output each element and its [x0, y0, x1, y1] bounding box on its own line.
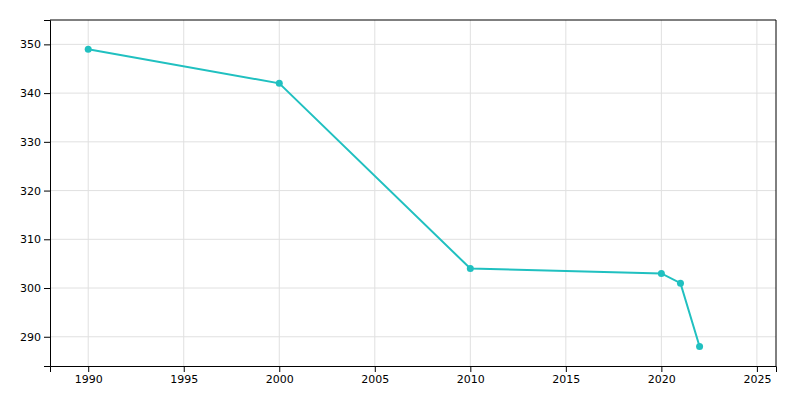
tick-mark — [375, 366, 376, 372]
tick-label: 2000 — [266, 373, 294, 386]
tick: 1995 — [170, 366, 198, 386]
grid-line — [565, 20, 566, 366]
grid — [50, 20, 776, 366]
tick-label: 2010 — [457, 373, 485, 386]
tick-label: 300 — [20, 282, 41, 295]
tick-mark — [88, 366, 89, 372]
tick: 2020 — [648, 366, 676, 386]
grid-line — [50, 141, 776, 142]
point — [467, 265, 474, 272]
tick: 290 — [20, 331, 50, 344]
grid-line — [756, 20, 757, 366]
grid-line — [50, 288, 776, 289]
tick-mark — [661, 366, 662, 372]
point — [658, 270, 665, 277]
y-axis: 290 300 310 320 330 340 350 — [20, 21, 51, 367]
tick-label: 1995 — [170, 373, 198, 386]
tick: 2010 — [457, 366, 485, 386]
grid-line — [50, 190, 776, 191]
tick-mark — [470, 366, 471, 372]
tick-mark — [566, 366, 567, 372]
tick-label: 340 — [20, 87, 41, 100]
tick-mark — [44, 191, 50, 192]
point — [696, 343, 703, 350]
tick-mark — [44, 337, 50, 338]
tick-label: 320 — [20, 185, 41, 198]
tick: 1990 — [75, 366, 103, 386]
grid-line — [50, 336, 776, 337]
tick-label: 2020 — [648, 373, 676, 386]
tick-mark — [279, 366, 280, 372]
tick-label: 2025 — [743, 373, 771, 386]
grid-line — [661, 20, 662, 366]
series — [85, 46, 703, 350]
tick: 2005 — [361, 366, 389, 386]
axis-line — [51, 367, 777, 373]
point — [85, 46, 92, 53]
line — [88, 49, 699, 346]
tick-label: 290 — [20, 331, 41, 344]
tick-mark — [757, 366, 758, 372]
tick-mark — [44, 142, 50, 143]
point — [276, 80, 283, 87]
grid-line — [50, 44, 776, 45]
grid-line — [470, 20, 471, 366]
tick-label: 1990 — [75, 373, 103, 386]
tick-mark — [44, 288, 50, 289]
tick-label: 2015 — [552, 373, 580, 386]
grid-line — [50, 239, 776, 240]
frame — [50, 20, 776, 21]
x-axis: 1990 1995 2000 2005 2010 2015 2020 2025 — [51, 366, 777, 386]
grid-line — [88, 20, 89, 366]
frame — [776, 20, 777, 366]
chart: 1990 1995 2000 2005 2010 2015 2020 2025 290 300 31… — [0, 0, 800, 400]
tick-mark — [44, 93, 50, 94]
grid-line — [183, 20, 184, 366]
point — [677, 280, 684, 287]
grid-line — [374, 20, 375, 366]
grid-line — [279, 20, 280, 366]
tick-label: 350 — [20, 38, 41, 51]
tick-mark — [44, 44, 50, 45]
tick: 320 — [20, 185, 50, 198]
tick: 330 — [20, 136, 50, 149]
tick-label: 2005 — [361, 373, 389, 386]
tick: 2015 — [552, 366, 580, 386]
tick: 2000 — [266, 366, 294, 386]
tick: 350 — [20, 38, 50, 51]
plot: 1990 1995 2000 2005 2010 2015 2020 2025 290 300 31… — [20, 20, 777, 386]
tick: 340 — [20, 87, 50, 100]
axis-line — [44, 21, 51, 367]
tick-mark — [44, 239, 50, 240]
grid-line — [50, 93, 776, 94]
tick-label: 310 — [20, 233, 41, 246]
tick-mark — [184, 366, 185, 372]
tick: 300 — [20, 282, 50, 295]
tick-label: 330 — [20, 136, 41, 149]
tick: 2025 — [743, 366, 771, 386]
tick: 310 — [20, 233, 50, 246]
